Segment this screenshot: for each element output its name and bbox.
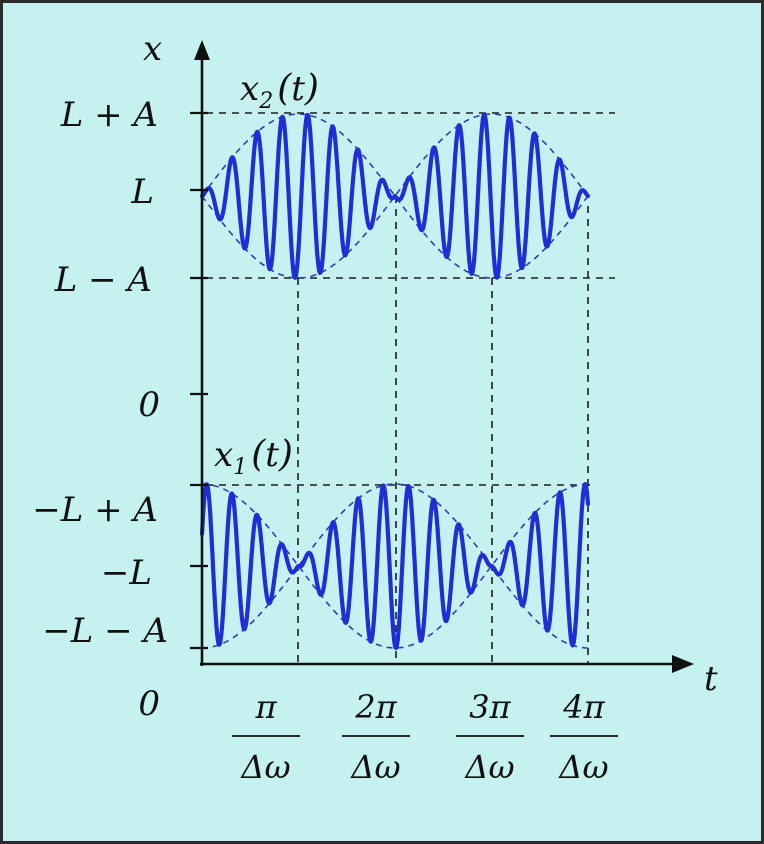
y-label-l-minus-a: L − A [54,260,152,300]
t-tick-pi-numerator: π [254,688,277,726]
y-label-neg-l-plus-a: −L + A [32,490,158,530]
x1-signal-curve [199,482,591,650]
t-tick-2pi-numerator: 2π [354,688,397,726]
t-axis-arrow-icon [672,655,694,673]
x2-signal-label: x2 (t) [240,68,319,114]
x-axis-arrow-icon [194,40,210,60]
guide-lines [206,112,615,664]
t-axis-name: t [704,659,718,699]
axes [190,40,694,673]
t-tick-4pi: 4π Δω [550,688,618,786]
t-tick-pi: π Δω [232,688,300,786]
y-label-zero: 0 [138,385,160,425]
y-label-l-plus-a: L + A [60,95,158,135]
t-tick-pi-denominator: Δω [239,748,290,786]
x1-signal-label: x1 (t) [214,434,293,480]
y-label-neg-l: −L [101,553,152,593]
t-tick-4pi-denominator: Δω [557,748,608,786]
t-tick-3pi-numerator: 3π [469,688,511,726]
t-tick-3pi: 3π Δω [456,688,524,786]
origin-label: 0 [138,684,160,724]
t-tick-4pi-numerator: 4π [562,688,605,726]
x2-signal-curve [199,112,591,280]
y-label-neg-l-minus-a: −L − A [42,611,168,651]
t-tick-3pi-denominator: Δω [463,748,514,786]
x-axis-name: x [143,29,162,69]
y-label-l: L [130,172,154,212]
t-tick-2pi: 2π Δω [342,688,410,786]
t-tick-2pi-denominator: Δω [349,748,400,786]
